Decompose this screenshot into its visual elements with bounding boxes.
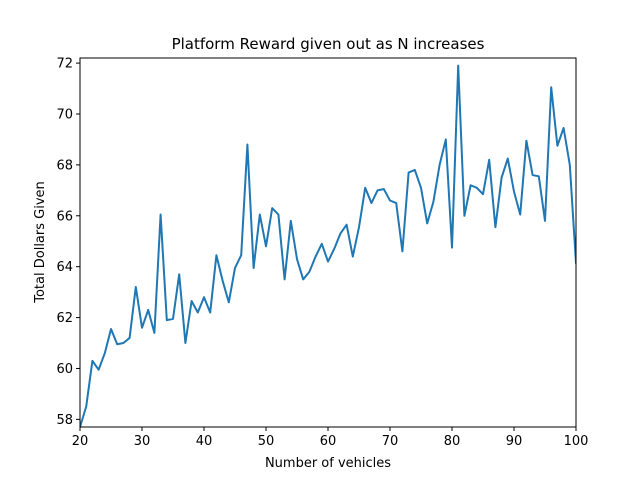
y-axis-ticks: 58 60 62 64 66 68 70 72 <box>56 57 80 428</box>
series-layer <box>80 64 576 427</box>
y-tick-label: 66 <box>56 209 73 224</box>
x-tick-label: 60 <box>320 434 337 449</box>
y-tick-label: 72 <box>56 57 73 72</box>
series-line <box>80 64 576 427</box>
y-tick-label: 62 <box>56 311 73 326</box>
y-axis-label: Total Dollars Given <box>33 181 48 304</box>
x-axis-ticks: 20 30 40 50 60 70 80 90 100 <box>72 427 589 449</box>
plot-frame <box>80 58 576 427</box>
y-tick-label: 70 <box>56 107 73 122</box>
y-tick-label: 68 <box>56 158 73 173</box>
x-tick-label: 80 <box>444 434 461 449</box>
y-tick-label: 58 <box>56 413 73 428</box>
x-tick-label: 30 <box>134 434 151 449</box>
x-tick-label: 50 <box>258 434 275 449</box>
axes-spines <box>79 57 577 428</box>
plot-area <box>80 58 576 427</box>
x-tick-label: 40 <box>196 434 213 449</box>
chart-title: Platform Reward given out as N increases <box>172 35 485 53</box>
x-tick-label: 90 <box>506 434 523 449</box>
x-axis-label: Number of vehicles <box>265 456 391 471</box>
x-tick-label: 70 <box>382 434 399 449</box>
y-tick-label: 64 <box>56 260 73 275</box>
x-tick-label: 20 <box>72 434 89 449</box>
x-tick-label: 100 <box>564 434 589 449</box>
y-tick-label: 60 <box>56 362 73 377</box>
